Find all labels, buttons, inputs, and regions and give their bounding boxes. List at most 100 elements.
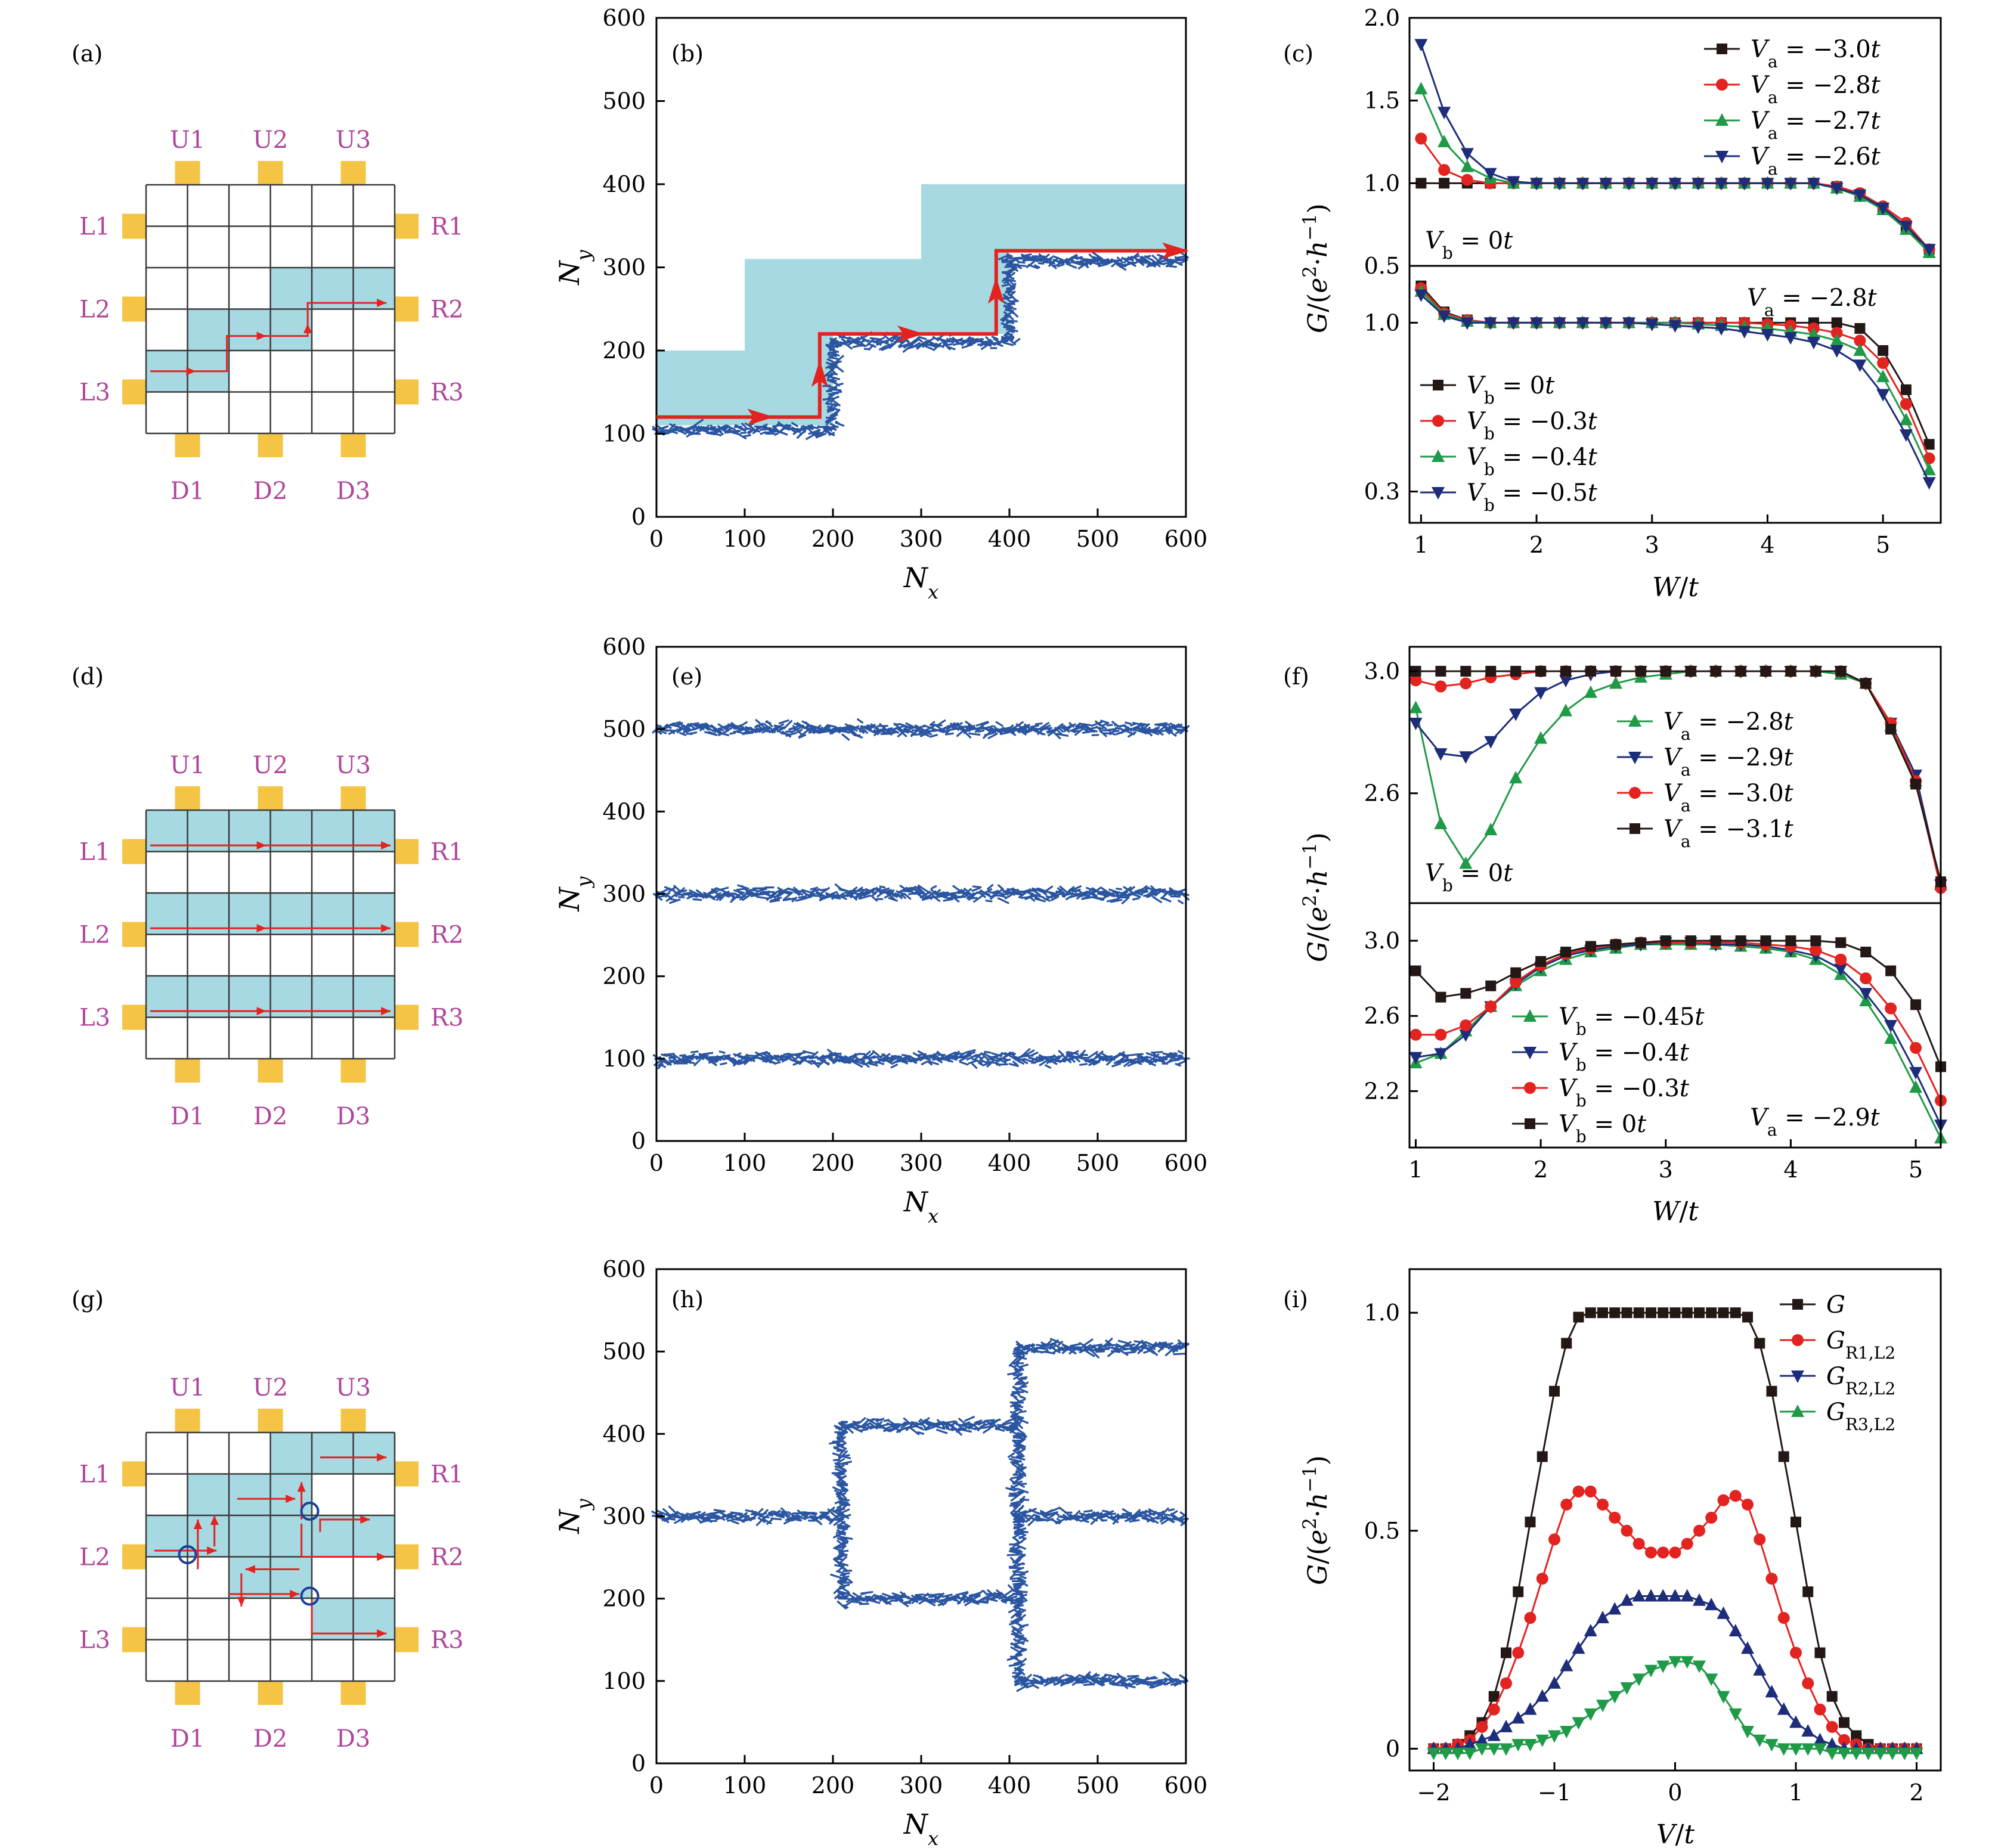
arrow-head bbox=[897, 325, 924, 343]
port-label-L1: L1 bbox=[79, 213, 110, 241]
x-tick-label: 100 bbox=[723, 1150, 767, 1176]
wavefunction-dot bbox=[755, 718, 766, 729]
marker-circle bbox=[1860, 972, 1872, 985]
marker-triangle-down bbox=[1576, 317, 1590, 330]
wavefunction-dot bbox=[982, 1589, 989, 1596]
wavefunction-dot bbox=[773, 1061, 781, 1065]
marker-square bbox=[1535, 956, 1547, 967]
arrow-head bbox=[186, 367, 196, 376]
x-tick-label: 4 bbox=[1760, 532, 1774, 558]
wavefunction-dot bbox=[806, 724, 817, 730]
wavefunction-dot bbox=[1126, 1514, 1133, 1518]
wavefunction-dot bbox=[779, 887, 789, 894]
wavefunction-dot bbox=[826, 425, 837, 431]
wavefunction-dot bbox=[1040, 1350, 1049, 1354]
wavefunction-dot bbox=[822, 1512, 833, 1521]
wavefunction-dot bbox=[1016, 1538, 1026, 1546]
marker-circle bbox=[1415, 132, 1427, 145]
wavefunction-dot bbox=[671, 430, 679, 435]
wavefunction-dot bbox=[839, 1508, 850, 1515]
panel-label-h: (h) bbox=[671, 1286, 704, 1313]
marker-triangle-up bbox=[1644, 1589, 1658, 1602]
marker-triangle-down bbox=[1838, 1747, 1851, 1760]
wavefunction-dot bbox=[1014, 1590, 1028, 1593]
wavefunction-dot bbox=[1015, 1524, 1025, 1528]
marker-circle bbox=[1854, 334, 1866, 347]
wavefunction-dot bbox=[1177, 899, 1184, 905]
wavefunction-dot bbox=[1047, 1513, 1055, 1520]
marker-circle bbox=[1460, 1019, 1472, 1031]
wavefunction-dot bbox=[1083, 1509, 1093, 1513]
marker-triangle-down bbox=[1761, 328, 1774, 342]
x-tick-label: 2 bbox=[1534, 1156, 1548, 1183]
wavefunction-dot bbox=[979, 1601, 989, 1604]
marker-triangle-down bbox=[1434, 1048, 1448, 1061]
wavefunction-dot bbox=[924, 1599, 936, 1607]
port-label-L1: L1 bbox=[79, 1461, 110, 1489]
marker-triangle-up bbox=[1432, 449, 1445, 462]
marker-triangle-down bbox=[1438, 310, 1451, 323]
wavefunction-dot bbox=[1014, 1672, 1023, 1680]
legend-label: Va = −3.0t bbox=[1751, 36, 1881, 72]
marker-triangle-up bbox=[1765, 1685, 1779, 1698]
marker-square bbox=[1646, 1307, 1656, 1319]
wavefunction-dot bbox=[1178, 1514, 1185, 1520]
port-label-D1: D1 bbox=[171, 477, 205, 505]
wavefunction-dot bbox=[988, 1058, 1000, 1062]
wavefunction-dot bbox=[757, 1517, 766, 1524]
x-tick-label: 1 bbox=[1414, 532, 1428, 558]
wavefunction-dot bbox=[1177, 257, 1187, 262]
arrow-head bbox=[286, 1494, 296, 1503]
wavefunction-dot bbox=[668, 898, 681, 904]
wavefunction-dot bbox=[807, 424, 819, 430]
wavefunction-dot bbox=[1010, 1646, 1020, 1653]
y-tick-label: 300 bbox=[602, 881, 646, 907]
marker-triangle-down bbox=[1599, 317, 1613, 330]
wavefunction-dot bbox=[1012, 1434, 1021, 1437]
wavefunction-dot bbox=[1031, 1051, 1039, 1056]
wavefunction-dot bbox=[880, 889, 893, 894]
wavefunction-dot bbox=[916, 885, 927, 896]
wavefunction-dot bbox=[1169, 1344, 1181, 1352]
lead-bottom-D2 bbox=[258, 1681, 283, 1705]
wavefunction-dot bbox=[987, 728, 996, 734]
x-tick-label: 600 bbox=[1164, 1772, 1208, 1799]
wavefunction-dot bbox=[1095, 1350, 1105, 1353]
arrow-head bbox=[297, 1482, 306, 1492]
wavefunction-dot bbox=[731, 1520, 739, 1525]
wavefunction-dot bbox=[1017, 1578, 1029, 1587]
marker-triangle-down bbox=[1507, 317, 1520, 330]
marker-triangle-down bbox=[1886, 1747, 1899, 1760]
legend-label: Va = −2.7t bbox=[1751, 107, 1881, 143]
marker-triangle-down bbox=[1500, 1743, 1513, 1756]
wavefunction-dot bbox=[1096, 721, 1107, 730]
port-label-U2: U2 bbox=[253, 1374, 288, 1401]
port-label-D2: D2 bbox=[253, 477, 288, 505]
port-label-D3: D3 bbox=[336, 1725, 371, 1753]
wavefunction-dot bbox=[949, 1595, 956, 1600]
wavefunction-dot bbox=[1026, 1514, 1035, 1523]
wavefunction-dot bbox=[829, 337, 839, 345]
wavefunction-dot bbox=[849, 892, 858, 901]
wavefunction-dot bbox=[1179, 1342, 1190, 1350]
x-axis-label: W/t bbox=[1652, 572, 1699, 603]
y-tick-label: 400 bbox=[602, 1421, 646, 1447]
wavefunction-dot bbox=[659, 425, 669, 430]
wavefunction-dot bbox=[1031, 1683, 1040, 1689]
y-tick-label: 500 bbox=[602, 88, 646, 114]
marker-circle bbox=[1461, 173, 1473, 186]
wavefunction-dot bbox=[1151, 1051, 1163, 1054]
lead-top-U1 bbox=[175, 786, 200, 810]
lead-top-U2 bbox=[258, 786, 283, 810]
marker-circle bbox=[1560, 1498, 1573, 1511]
wavefunction-dot bbox=[1012, 1463, 1022, 1471]
marker-square bbox=[1730, 1307, 1741, 1319]
wavefunction-dot bbox=[1001, 283, 1009, 287]
wavefunction-dot bbox=[859, 894, 872, 900]
wavefunction-dot bbox=[815, 432, 827, 439]
wavefunction-dot bbox=[769, 892, 777, 900]
wavefunction-dot bbox=[1021, 253, 1032, 258]
wavefunction-dot bbox=[652, 428, 664, 434]
marker-square bbox=[1910, 999, 1922, 1010]
